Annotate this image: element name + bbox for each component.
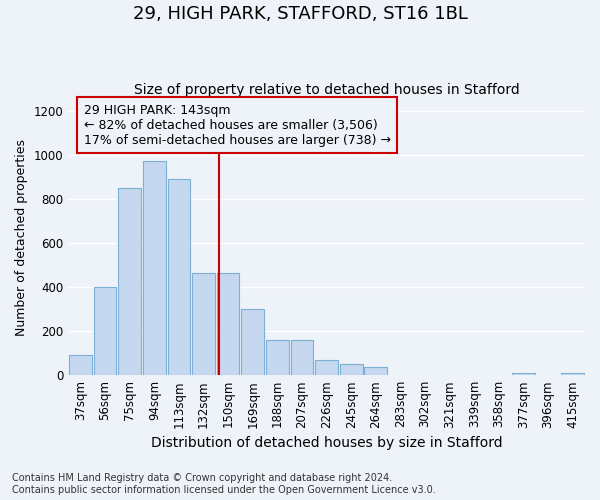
Y-axis label: Number of detached properties: Number of detached properties (15, 139, 28, 336)
Bar (266, 340, 289, 375)
Bar (512, 372, 535, 375)
Bar (290, 340, 313, 375)
Bar (69, 356, 92, 375)
Bar (241, 310, 264, 375)
Bar (192, 273, 215, 375)
X-axis label: Distribution of detached houses by size in Stafford: Distribution of detached houses by size … (151, 436, 502, 450)
Bar (167, 180, 190, 375)
Bar (94, 288, 116, 375)
Title: Size of property relative to detached houses in Stafford: Size of property relative to detached ho… (134, 83, 520, 97)
Bar (315, 360, 338, 375)
Bar (340, 364, 362, 375)
Text: 29 HIGH PARK: 143sqm
← 82% of detached houses are smaller (3,506)
17% of semi-de: 29 HIGH PARK: 143sqm ← 82% of detached h… (83, 104, 391, 146)
Bar (562, 372, 584, 375)
Bar (143, 162, 166, 375)
Bar (118, 188, 141, 375)
Text: 29, HIGH PARK, STAFFORD, ST16 1BL: 29, HIGH PARK, STAFFORD, ST16 1BL (133, 5, 467, 23)
Text: Contains HM Land Registry data © Crown copyright and database right 2024.
Contai: Contains HM Land Registry data © Crown c… (12, 474, 436, 495)
Bar (364, 368, 387, 375)
Bar (217, 273, 239, 375)
